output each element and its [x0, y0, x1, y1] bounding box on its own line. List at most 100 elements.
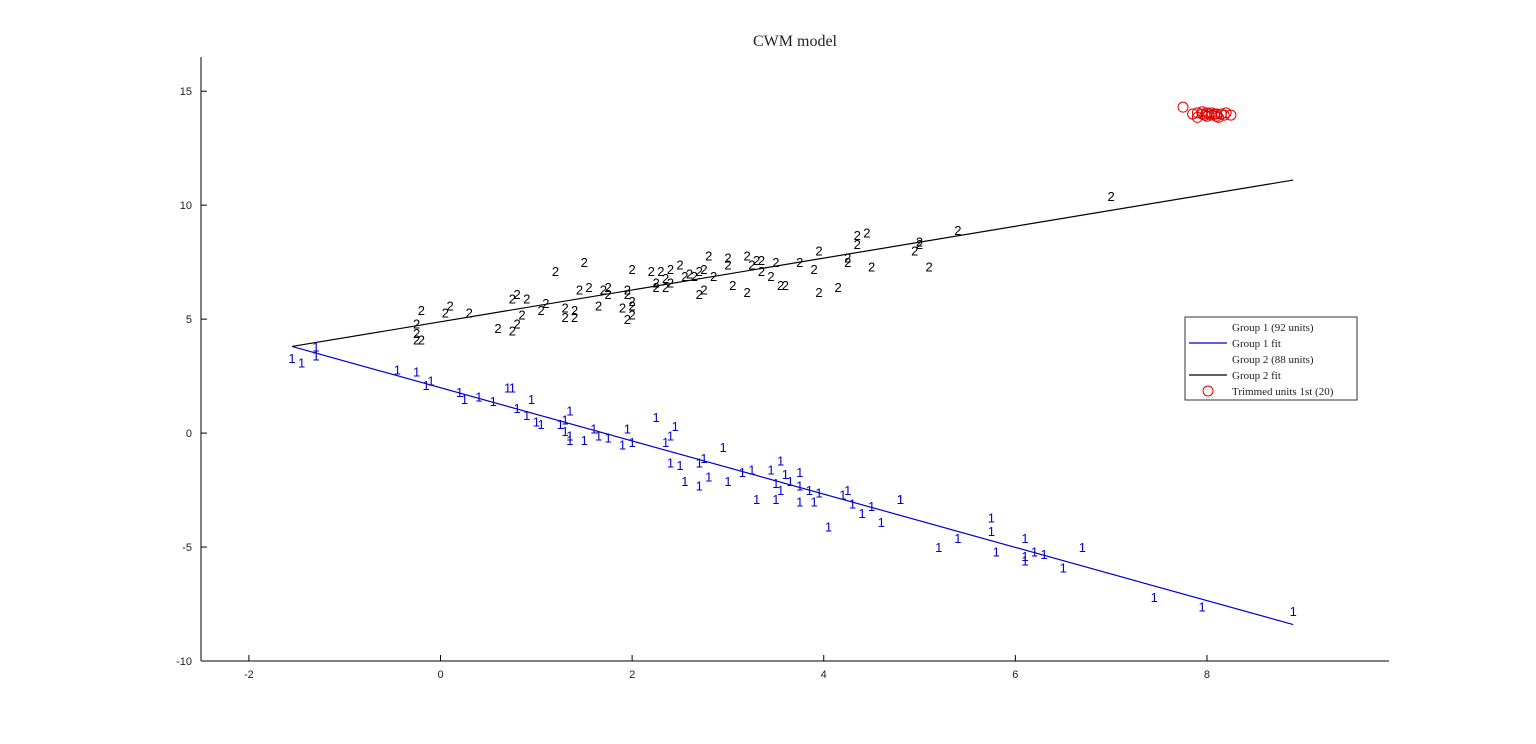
group-point: 2 [413, 317, 420, 332]
group-point: 2 [442, 305, 449, 320]
group-point: 2 [418, 303, 425, 318]
group-point: 2 [758, 264, 765, 279]
y-tick-label: -5 [182, 542, 192, 554]
group-point: 2 [753, 253, 760, 268]
group-point: 1 [772, 492, 779, 507]
group-point: 1 [1060, 561, 1067, 576]
group-point: 1 [619, 437, 626, 452]
group-point: 2 [844, 251, 851, 266]
legend-entry: Group 2 (88 units) [1232, 354, 1314, 366]
y-tick-label: 0 [186, 428, 192, 440]
y-tick-label: -10 [176, 656, 192, 668]
group-point: 2 [624, 312, 631, 327]
group-point: 2 [954, 223, 961, 238]
group-point: 2 [815, 244, 822, 259]
y-tick-label: 5 [186, 314, 192, 326]
group-point: 2 [926, 260, 933, 275]
group-point: 2 [514, 287, 521, 302]
group-point: 2 [696, 287, 703, 302]
group-point: 1 [988, 510, 995, 525]
group-point: 1 [839, 488, 846, 503]
group-point: 1 [696, 478, 703, 493]
group-point: 2 [724, 251, 731, 266]
group-point: 2 [514, 317, 521, 332]
group-point: 1 [777, 453, 784, 468]
group-point: 1 [782, 467, 789, 482]
group-point: 1 [504, 380, 511, 395]
group-point: 2 [1108, 189, 1115, 204]
group-point: 1 [605, 431, 612, 446]
group-point: 2 [624, 282, 631, 297]
x-tick-label: 0 [437, 669, 443, 681]
x-tick-label: 4 [821, 669, 827, 681]
legend-entry: Group 2 fit [1232, 370, 1281, 382]
group-point: 1 [954, 531, 961, 546]
group-point: 1 [825, 520, 832, 535]
group-point: 2 [571, 310, 578, 325]
group-point: 2 [844, 255, 851, 270]
group-point: 2 [662, 280, 669, 295]
group-point: 1 [849, 497, 856, 512]
group-point: 1 [815, 485, 822, 500]
group-point: 2 [418, 333, 425, 348]
group-point: 1 [509, 380, 516, 395]
group-point: 1 [1031, 545, 1038, 560]
group-point: 1 [787, 474, 794, 489]
group-point: 1 [696, 456, 703, 471]
group-point: 1 [629, 435, 636, 450]
group-point: 2 [652, 276, 659, 291]
group-point: 2 [624, 287, 631, 302]
group-point: 1 [748, 463, 755, 478]
group-point: 1 [1021, 531, 1028, 546]
group-point: 2 [743, 248, 750, 263]
group-point: 2 [576, 282, 583, 297]
group-point: 2 [629, 262, 636, 277]
group-point: 2 [600, 282, 607, 297]
group-point: 1 [993, 545, 1000, 560]
group-point: 1 [1079, 540, 1086, 555]
group-point: 2 [834, 280, 841, 295]
group-point: 2 [561, 310, 568, 325]
trimmed-point [1177, 101, 1189, 113]
legend-circle-swatch [1202, 385, 1214, 397]
group-point: 2 [629, 294, 636, 309]
group-point: 2 [413, 326, 420, 341]
group-point: 2 [605, 280, 612, 295]
group-point: 1 [427, 374, 434, 389]
group-point: 1 [844, 483, 851, 498]
group-point: 1 [394, 362, 401, 377]
group-point: 1 [298, 355, 305, 370]
group-point: 1 [796, 465, 803, 480]
chart-title: CWM model [753, 33, 838, 50]
group-point: 1 [700, 451, 707, 466]
group-point: 2 [854, 228, 861, 243]
group-point: 1 [878, 515, 885, 530]
group-point: 2 [605, 287, 612, 302]
group-point: 2 [815, 285, 822, 300]
x-tick-label: 2 [629, 669, 635, 681]
x-tick-label: 8 [1204, 669, 1210, 681]
group-point: 1 [652, 410, 659, 425]
group-point: 1 [796, 478, 803, 493]
group-point: 2 [657, 264, 664, 279]
group-point: 2 [413, 333, 420, 348]
group-point: 2 [561, 301, 568, 316]
group-point: 2 [767, 269, 774, 284]
group-point: 2 [696, 264, 703, 279]
x-tick-label: 6 [1012, 669, 1018, 681]
group-point: 1 [667, 428, 674, 443]
group-point: 1 [772, 476, 779, 491]
group-point: 1 [739, 465, 746, 480]
group-point: 1 [1151, 590, 1158, 605]
group-point: 2 [782, 278, 789, 293]
group-point: 1 [423, 378, 430, 393]
group-point: 1 [523, 408, 530, 423]
group-point: 2 [710, 269, 717, 284]
group-point: 1 [581, 433, 588, 448]
group-point: 2 [662, 271, 669, 286]
group-point: 1 [1021, 549, 1028, 564]
fit-line-3 [291, 179, 1294, 348]
group-point: 1 [796, 494, 803, 509]
group-point: 2 [537, 303, 544, 318]
